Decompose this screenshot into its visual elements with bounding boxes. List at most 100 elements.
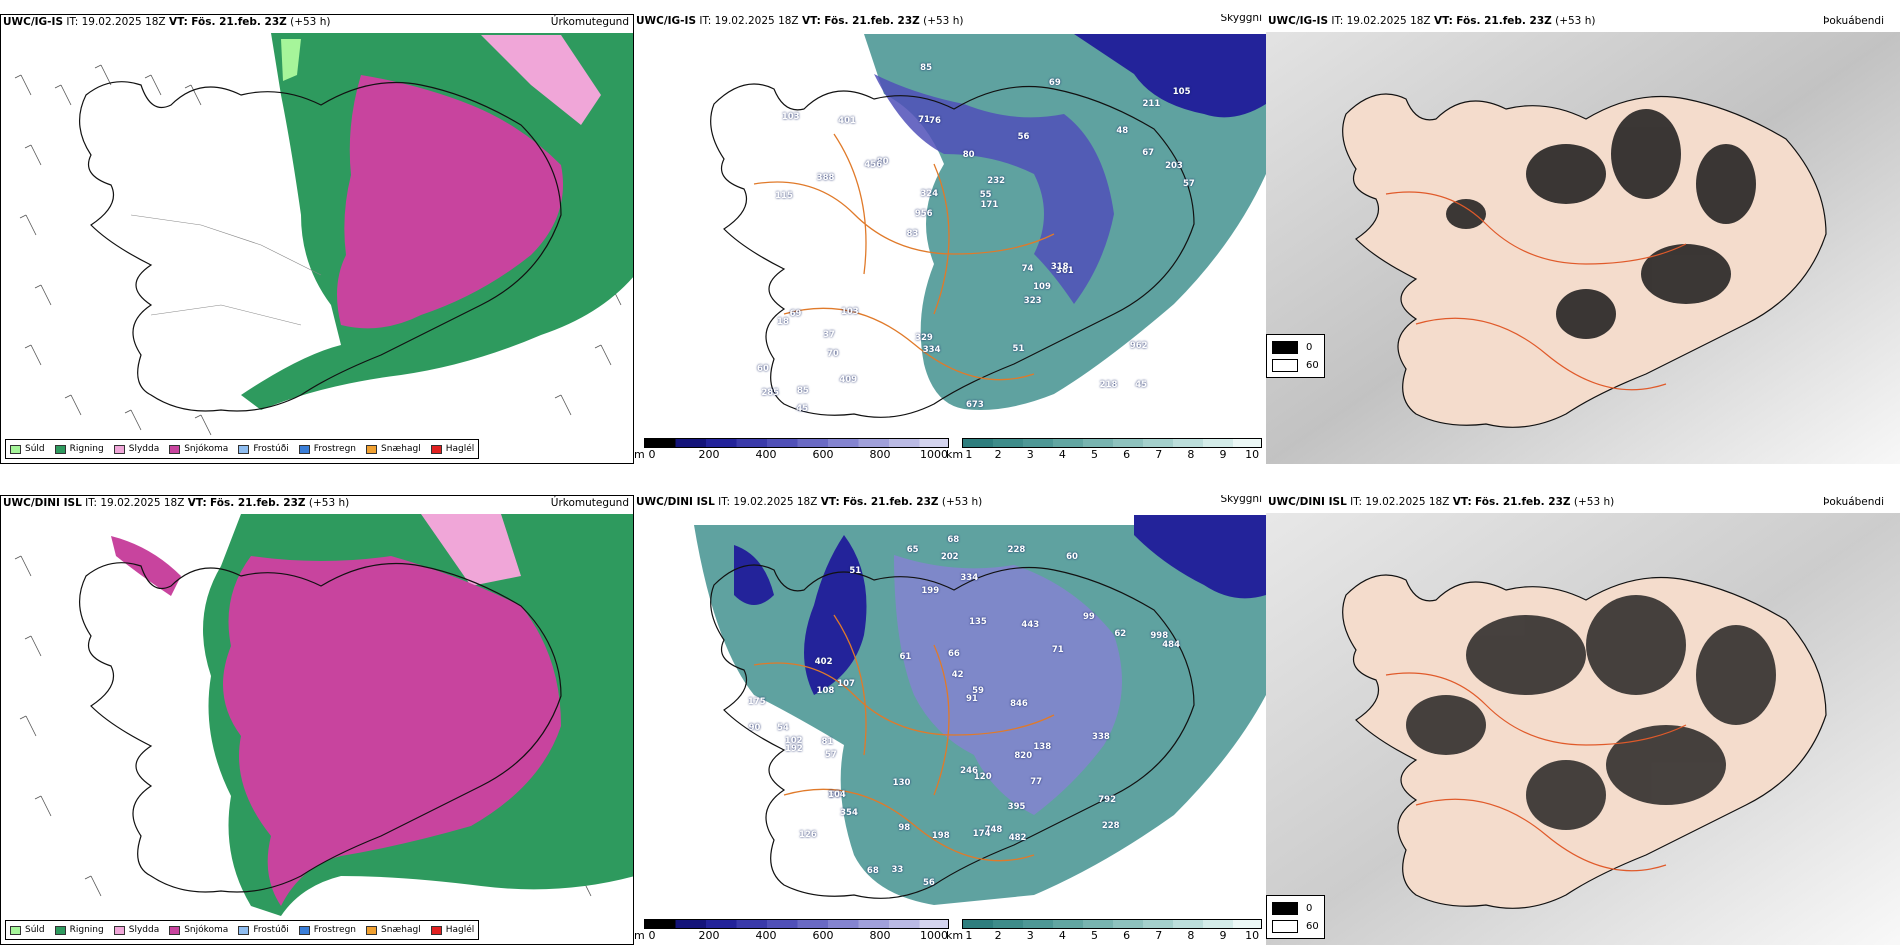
ceiling-value-label: 109 — [1033, 282, 1051, 293]
colorbar-cell — [828, 920, 859, 928]
tick-label: 8 — [1187, 929, 1195, 942]
ceiling-value-label: 334 — [922, 345, 941, 356]
legend-swatch — [169, 444, 181, 454]
colorbar-cell — [645, 439, 676, 447]
colorbar-cell — [889, 439, 920, 447]
ceiling-value-label: 484 — [1162, 639, 1180, 650]
ceiling-value-label: 443 — [1021, 620, 1040, 631]
colorbar-cell — [993, 439, 1024, 447]
ceiling-ticks: 0 200 400 600 800 1000 — [646, 448, 949, 462]
ceiling-value-label: 55 — [979, 189, 992, 200]
tick-label: 6 — [1123, 929, 1131, 942]
ceiling-value-label: 105 — [1172, 86, 1191, 97]
tick-label: 1 — [965, 929, 973, 942]
ceiling-value-label: 130 — [892, 777, 911, 788]
visibility-ceiling-map — [710, 34, 1266, 418]
ceiling-value-label: 174 — [972, 828, 991, 839]
tick-label: 1000 — [920, 448, 948, 461]
ceiling-value-label: 91 — [965, 694, 978, 705]
ceiling-value-label: 59 — [972, 686, 984, 697]
colorbar-cell — [858, 439, 890, 447]
legend-item: Slydda — [113, 444, 159, 454]
legend-swatch — [430, 444, 442, 454]
ceiling-unit: m — [634, 448, 645, 461]
ceiling-value-label: 80 — [876, 157, 889, 168]
panel-variable-name: Úrkomutegund — [550, 16, 629, 28]
sleet-area — [421, 514, 521, 586]
tick-label: 9 — [1219, 929, 1227, 942]
colorbar-cell — [858, 920, 890, 928]
ceiling-colorbar: m 0 200 400 600 800 1000 — [634, 919, 949, 945]
colorbar-cell — [963, 439, 994, 447]
colorbar-cell — [1233, 920, 1261, 928]
tick-label: 9 — [1219, 448, 1227, 461]
ceiling-value-label: 956 — [914, 209, 933, 220]
tick-label: 0 — [648, 929, 656, 942]
ceiling-value-label: 108 — [816, 685, 835, 696]
colorbar-cell — [1143, 439, 1174, 447]
ceiling-value-label: 103 — [840, 306, 859, 317]
ceiling-value-label: 68 — [866, 866, 879, 876]
legend-swatch — [1272, 919, 1298, 933]
ceiling-value-label: 361 — [1055, 266, 1074, 277]
legend-swatch — [366, 925, 378, 935]
panel-variable-name: Úrkomutegund — [550, 497, 629, 509]
low-ceiling-area — [894, 555, 1122, 815]
ceiling-value-label: 81 — [821, 736, 834, 747]
wind-barbs — [14, 64, 622, 436]
colorbar-cell — [736, 439, 768, 447]
panel-title: UWC/IG-IS IT: 19.02.2025 18Z VT: Fös. 21… — [3, 16, 331, 28]
legend-item: Snjókoma — [169, 925, 228, 935]
ceiling-value-label: 115 — [775, 190, 793, 201]
precip-type-map — [14, 33, 633, 436]
roads — [1385, 191, 1687, 391]
visibility-unit: km — [946, 448, 964, 461]
ceiling-value-label: 85 — [796, 385, 809, 396]
precip-type-legend: Súld Rigning Slydda Snjókoma Frostúði Fr… — [5, 920, 480, 940]
ceiling-value-label: 846 — [1010, 699, 1028, 710]
ceiling-value-label: 409 — [839, 375, 858, 386]
panel-variable-name: Þokuábendi — [1823, 496, 1884, 508]
fog-indicator-map — [1266, 32, 1900, 464]
colorbar-cell — [1113, 920, 1144, 928]
ceiling-value-label: 69 — [1048, 78, 1061, 89]
legend-swatch — [298, 925, 310, 935]
ceiling-value-label: 80 — [962, 149, 975, 160]
ceiling-value-label: 199 — [921, 585, 940, 596]
colorbar-cell — [797, 920, 829, 928]
colorbar-cell — [1233, 439, 1261, 447]
ceiling-value-label: 60 — [757, 364, 769, 375]
tick-label: 3 — [1026, 448, 1034, 461]
colorbar-cell — [1053, 439, 1084, 447]
ceiling-value-label: 171 — [980, 199, 999, 210]
ceiling-value-label: 33 — [891, 865, 904, 876]
ceiling-value-label: 285 — [761, 387, 780, 398]
ceiling-value-label: 62 — [1114, 628, 1127, 639]
legend-item: Slydda — [113, 925, 159, 935]
ceiling-colorbar: m 0 200 400 600 800 1000 — [634, 438, 949, 464]
ceiling-value-label: 329 — [915, 332, 933, 343]
legend-item: Frostúði — [238, 444, 289, 454]
ceiling-value-label: 334 — [960, 573, 979, 584]
ceiling-value-label: 228 — [1101, 821, 1120, 832]
ceiling-value-label: 203 — [1165, 160, 1183, 171]
legend-item: Haglél — [430, 444, 474, 454]
ceiling-value-label: 83 — [906, 229, 919, 240]
ceiling-value-label: 673 — [965, 399, 984, 410]
panel-variable-name: Skyggni — [1220, 14, 1263, 24]
drizzle-area — [281, 39, 301, 81]
tick-label: 7 — [1155, 448, 1163, 461]
ceiling-value-label: 792 — [1098, 795, 1116, 806]
tick-label: 10 — [1245, 448, 1260, 461]
ceiling-value-label: 120 — [973, 772, 992, 783]
ceiling-value-label: 60 — [1066, 551, 1078, 562]
ceiling-value-label: 77 — [1030, 776, 1043, 787]
colorbar-cell — [1143, 920, 1174, 928]
panel-title: UWC/IG-IS IT: 19.02.2025 18Z VT: Fös. 21… — [636, 15, 964, 27]
visibility-panel-bottom: UWC/DINI ISL IT: 19.02.2025 18Z VT: Fös.… — [634, 495, 1266, 945]
ceiling-value-label: 107 — [837, 679, 855, 690]
legend-item: Haglél — [430, 925, 474, 935]
legend-swatch — [113, 444, 125, 454]
ceiling-colorbar-strip — [644, 919, 949, 929]
colorbar-cell — [797, 439, 829, 447]
